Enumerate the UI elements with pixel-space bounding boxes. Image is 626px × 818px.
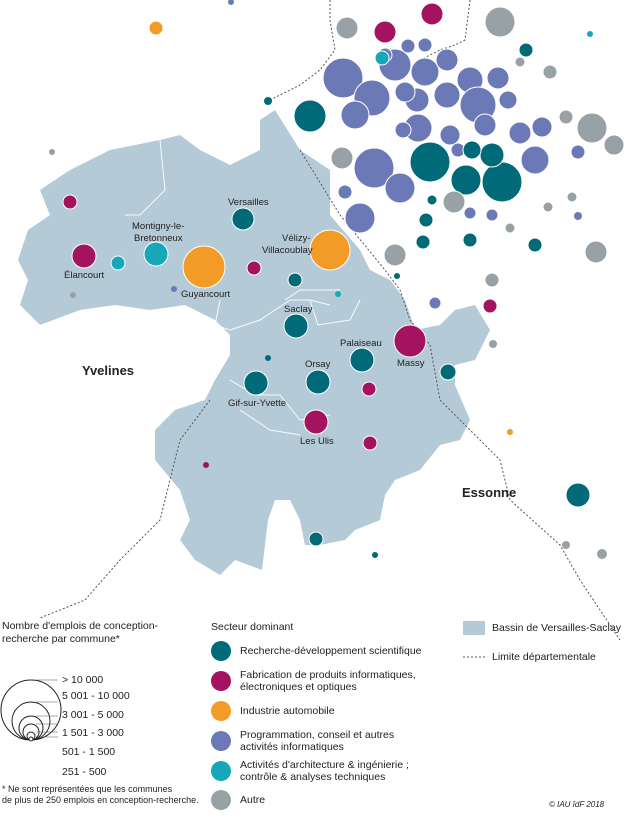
size-label-5: 501 - 1 500 — [62, 746, 116, 758]
credit: © IAU îdF 2018 — [549, 800, 605, 809]
label-palaiseau: Palaiseau — [340, 338, 382, 349]
bassin-label: Bassin de Versailles-Saclay — [492, 622, 621, 634]
size-label-1: > 10 000 — [62, 674, 104, 686]
sector-label-fab-2: électroniques et optiques — [240, 681, 357, 693]
label-massy: Massy — [397, 358, 425, 369]
label-velizy-1: Vélizy- — [282, 233, 311, 244]
sector-label-archi: Activités d'architecture & ingénierie ; … — [240, 759, 409, 783]
size-label-3: 3 001 - 5 000 — [62, 709, 124, 721]
circle-lesulis — [303, 409, 329, 435]
sector-label-fab-1: Fabrication de produits informatiques, — [240, 669, 416, 681]
commune-circles — [62, 194, 591, 558]
circle-saclay — [283, 313, 309, 339]
circle-elancourt — [71, 243, 97, 269]
bassin-swatch — [463, 621, 485, 635]
sector-label-rd: Recherche-développement scientifique — [240, 645, 422, 657]
circle-velizy — [309, 229, 351, 271]
label-orsay: Orsay — [305, 359, 331, 370]
label-guyancourt: Guyancourt — [181, 289, 230, 300]
sector-label-fab: Fabrication de produits informatiques, é… — [240, 669, 416, 693]
label-gif: Gif-sur-Yvette — [228, 398, 286, 409]
circle-gif — [243, 370, 269, 396]
size-legend-circles — [0, 679, 62, 742]
sector-label-auto: Industrie automobile — [240, 705, 335, 717]
circles-cluster — [49, 0, 625, 559]
size-label-2: 5 001 - 10 000 — [62, 690, 130, 702]
sector-legend-title: Secteur dominant — [211, 621, 294, 633]
note-line1: * Ne sont représentées que les communes — [2, 784, 173, 794]
label-montigny-2: Bretonneux — [134, 233, 183, 244]
size-legend-title-line1: Nombre d'emplois de conception- — [2, 620, 159, 632]
commune-labels: Versailles Montigny-le- Bretonneux Véliz… — [64, 197, 425, 447]
label-lesulis: Les Ulis — [300, 436, 334, 447]
sector-legend-swatches — [211, 641, 231, 810]
size-legend-note: * Ne sont représentées que les communes … — [2, 784, 199, 806]
size-legend-title: Nombre d'emplois de conception- recherch… — [2, 620, 158, 646]
label-elancourt: Élancourt — [64, 270, 104, 281]
sector-label-prog-2: activités informatiques — [240, 741, 344, 753]
sector-label-archi-2: contrôle & analyses techniques — [240, 771, 386, 783]
size-label-6: 251 - 500 — [62, 766, 107, 778]
size-legend-title-line2: recherche par commune* — [2, 633, 120, 645]
label-essonne: Essonne — [462, 485, 516, 500]
note-line2: de plus de 250 emplois en conception-rec… — [2, 795, 199, 805]
sector-label-autre: Autre — [240, 794, 266, 806]
circle-montigny — [143, 241, 169, 267]
sector-label-prog-1: Programmation, conseil et autres — [240, 729, 395, 741]
sector-label-archi-1: Activités d'architecture & ingénierie ; — [240, 759, 409, 771]
circle-versailles — [231, 207, 255, 231]
circle-palaiseau — [349, 347, 375, 373]
label-yvelines: Yvelines — [82, 363, 134, 378]
label-versailles: Versailles — [228, 197, 269, 208]
size-label-4: 1 501 - 3 000 — [62, 727, 124, 739]
sector-label-prog: Programmation, conseil et autres activit… — [240, 729, 394, 753]
size-legend-leaders — [36, 679, 58, 738]
label-montigny-1: Montigny-le- — [132, 221, 184, 232]
bassin-area — [18, 110, 490, 575]
label-saclay: Saclay — [284, 304, 313, 315]
circle-massy — [393, 324, 427, 358]
circle-guyancourt — [182, 245, 226, 289]
circle-orsay — [305, 369, 331, 395]
label-velizy-2: Villacoublay — [262, 245, 313, 256]
limite-label: Limite départementale — [492, 651, 596, 663]
